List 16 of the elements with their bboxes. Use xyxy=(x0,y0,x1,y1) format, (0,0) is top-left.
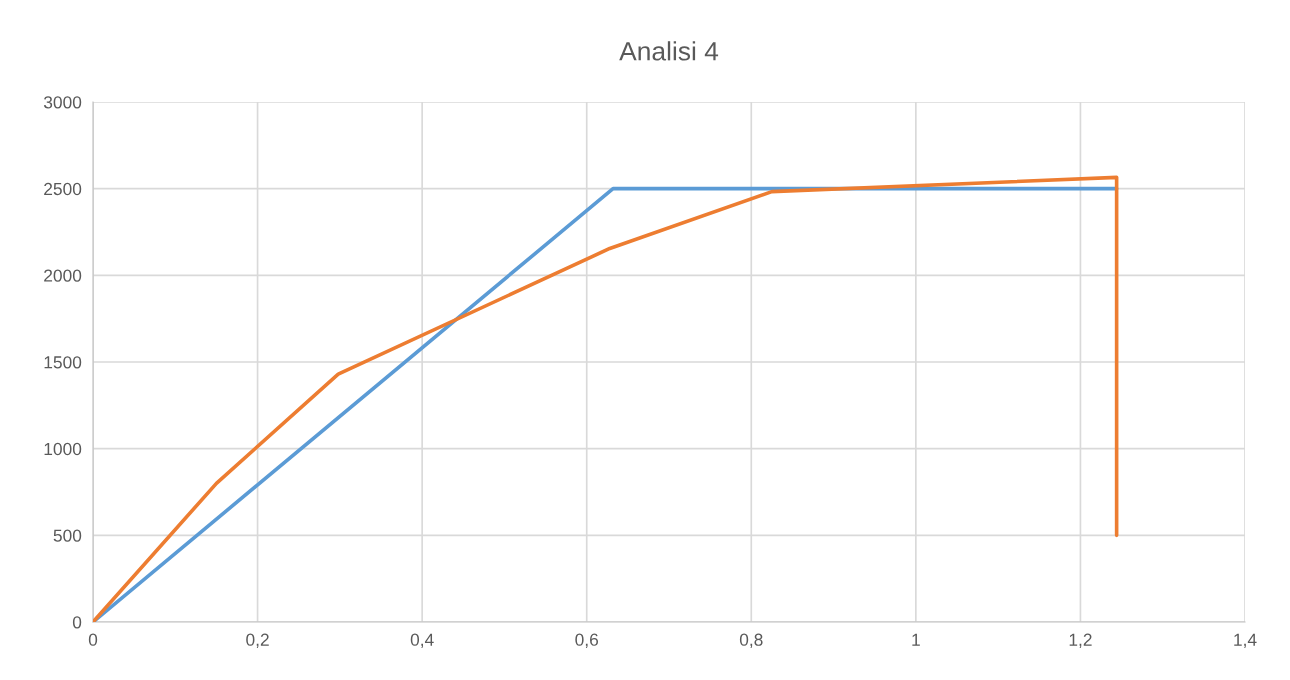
chart-title: Analisi 4 xyxy=(619,41,719,61)
x-tick-label: 0,4 xyxy=(410,633,434,648)
x-tick-label: 1,2 xyxy=(1069,633,1092,648)
y-tick-label: 1500 xyxy=(44,356,82,369)
y-tick-label: 1000 xyxy=(44,442,82,456)
x-tick-label: 0,2 xyxy=(246,633,269,648)
x-tick-label: 0 xyxy=(88,633,98,646)
x-tick-label: 0,8 xyxy=(739,633,763,648)
y-tick-label: 500 xyxy=(53,529,82,542)
y-tick-label: 3000 xyxy=(43,96,82,109)
x-tick-label: 1 xyxy=(912,633,920,646)
y-tick-label: 2000 xyxy=(44,269,82,282)
x-tick-label: 0,6 xyxy=(575,633,599,648)
y-tick-label: 0 xyxy=(72,616,82,629)
y-tick-label: 2500 xyxy=(44,182,82,196)
x-tick-label: 1,4 xyxy=(1234,633,1257,648)
